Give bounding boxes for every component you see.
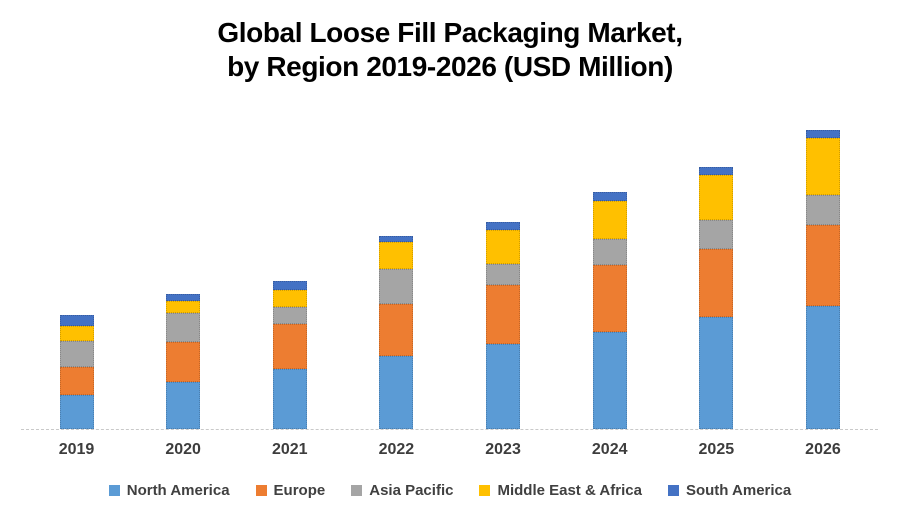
bar-2019 <box>59 315 94 429</box>
x-label-2022: 2022 <box>378 441 415 458</box>
segment-south-america-2025 <box>699 167 734 175</box>
legend-marker-north-america <box>108 485 120 496</box>
legend-item-north-america: North America <box>108 482 230 499</box>
x-label-2019: 2019 <box>58 441 95 458</box>
bar-2025 <box>699 167 734 429</box>
segment-north-america-2021 <box>272 369 307 429</box>
x-label-2024: 2024 <box>591 441 628 458</box>
segment-north-america-2019 <box>59 395 94 429</box>
segment-north-america-2020 <box>166 382 201 429</box>
segment-middle-east-africa-2022 <box>379 242 414 269</box>
segment-europe-2025 <box>699 249 734 317</box>
segment-middle-east-africa-2021 <box>272 290 307 307</box>
segment-asia-pacific-2022 <box>379 269 414 304</box>
segment-north-america-2024 <box>592 332 627 429</box>
segment-south-america-2026 <box>805 130 840 138</box>
segment-north-america-2022 <box>379 356 414 429</box>
segment-asia-pacific-2026 <box>805 195 840 225</box>
segment-south-america-2020 <box>166 294 201 301</box>
segment-asia-pacific-2019 <box>59 341 94 367</box>
x-label-2023: 2023 <box>485 441 521 458</box>
segment-europe-2020 <box>166 342 201 382</box>
legend-label-south-america: South America <box>685 482 792 499</box>
chart-title-line-2: by Region 2019-2026 (USD Million) <box>227 51 673 82</box>
segment-north-america-2026 <box>805 306 840 429</box>
segment-asia-pacific-2025 <box>699 220 734 249</box>
legend-item-middle-east-africa: Middle East & Africa <box>479 482 642 499</box>
legend-marker-middle-east-africa <box>479 485 491 496</box>
legend: North America Europe Asia Pacific Middle… <box>0 482 900 499</box>
segment-europe-2024 <box>592 265 627 332</box>
x-label-2026: 2026 <box>805 441 841 458</box>
segment-middle-east-africa-2019 <box>59 326 94 341</box>
x-label-2021: 2021 <box>271 441 308 458</box>
legend-marker-europe <box>255 485 267 496</box>
segment-asia-pacific-2021 <box>272 307 307 324</box>
segment-europe-2021 <box>272 324 307 369</box>
bar-2026 <box>805 130 840 429</box>
x-axis-line <box>21 429 878 430</box>
legend-item-asia-pacific: Asia Pacific <box>351 482 453 499</box>
segment-south-america-2019 <box>59 315 94 326</box>
segment-south-america-2023 <box>486 222 521 230</box>
segment-europe-2023 <box>486 285 521 344</box>
legend-item-south-america: South America <box>667 482 792 499</box>
bar-2022 <box>379 236 414 429</box>
segment-middle-east-africa-2020 <box>166 301 201 313</box>
x-label-2025: 2025 <box>698 441 735 458</box>
segment-europe-2022 <box>379 304 414 356</box>
legend-marker-south-america <box>667 485 679 496</box>
segment-asia-pacific-2024 <box>592 239 627 265</box>
segment-south-america-2021 <box>272 281 307 290</box>
segment-europe-2026 <box>805 225 840 306</box>
segment-north-america-2023 <box>486 344 521 429</box>
chart-title-line-1: Global Loose Fill Packaging Market, <box>217 17 683 48</box>
segment-middle-east-africa-2023 <box>486 230 521 264</box>
bar-2024 <box>592 192 627 429</box>
segment-south-america-2022 <box>379 236 414 242</box>
bar-2021 <box>272 281 307 429</box>
legend-marker-asia-pacific <box>351 485 363 496</box>
legend-label-north-america: North America <box>126 482 230 499</box>
segment-europe-2019 <box>59 367 94 395</box>
segment-asia-pacific-2023 <box>486 264 521 285</box>
segment-asia-pacific-2020 <box>166 313 201 342</box>
segment-middle-east-africa-2024 <box>592 201 627 239</box>
legend-item-europe: Europe <box>255 482 326 499</box>
segment-middle-east-africa-2026 <box>805 138 840 195</box>
legend-label-europe: Europe <box>273 482 326 499</box>
segment-north-america-2025 <box>699 317 734 429</box>
x-label-2020: 2020 <box>165 441 201 458</box>
bar-2023 <box>486 222 521 429</box>
chart-title: Global Loose Fill Packaging Market, by R… <box>0 16 900 84</box>
legend-label-asia-pacific: Asia Pacific <box>369 482 454 499</box>
segment-middle-east-africa-2025 <box>699 175 734 220</box>
segment-south-america-2024 <box>592 192 627 201</box>
legend-label-middle-east-africa: Middle East & Africa <box>497 482 642 499</box>
bar-2020 <box>166 294 201 429</box>
